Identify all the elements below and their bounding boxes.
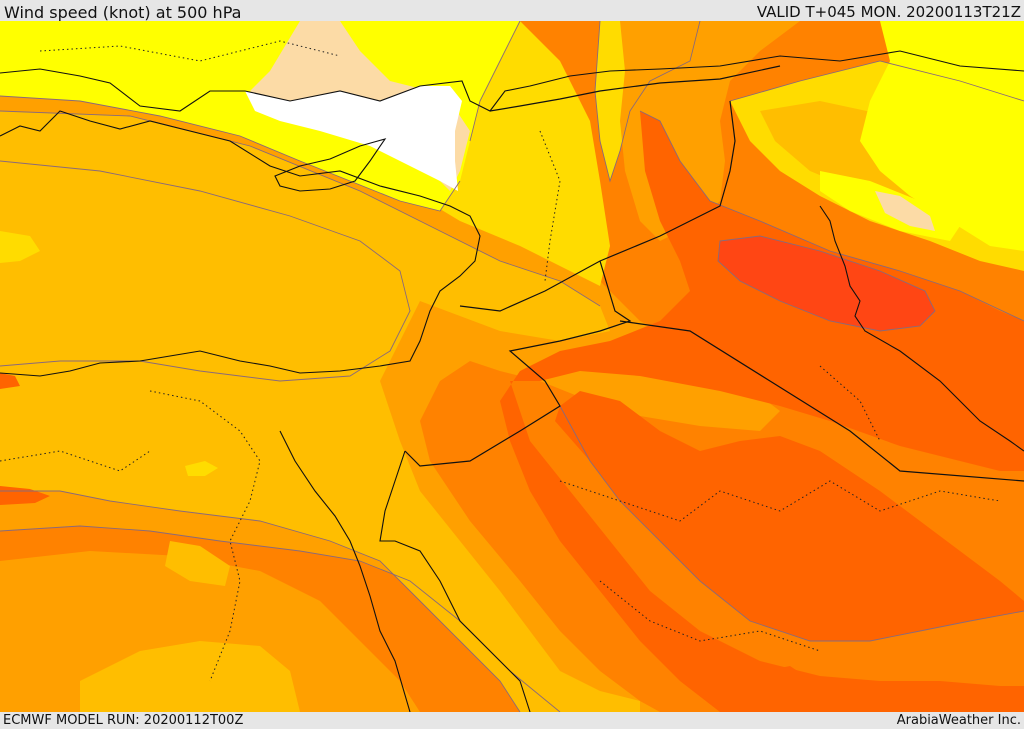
contour-line xyxy=(639,110,1024,322)
contour-line xyxy=(729,60,1024,102)
coastline xyxy=(0,110,481,377)
contour-line xyxy=(559,405,1024,642)
model-run-label: ECMWF MODEL RUN: 20200112T00Z xyxy=(3,713,244,728)
map-header: Wind speed (knot) at 500 hPa VALID T+045… xyxy=(0,0,1024,22)
admin-border xyxy=(599,580,821,652)
band-amber-egypt xyxy=(165,541,230,586)
contour-line xyxy=(0,95,461,212)
country-border xyxy=(459,100,736,312)
coastline-gulf xyxy=(819,205,1024,452)
wind-speed-map xyxy=(0,21,1024,712)
band-white-max xyxy=(245,86,462,191)
band-amber-southwest xyxy=(80,641,300,712)
band-dark-orange-east-small xyxy=(765,666,805,681)
map-title: Wind speed (knot) at 500 hPa xyxy=(4,3,242,22)
admin-border xyxy=(559,480,1001,522)
band-yellow-northeast xyxy=(860,21,1024,251)
band-red-orange-core xyxy=(718,236,935,331)
contour-line xyxy=(469,21,521,142)
contour-line xyxy=(717,235,936,332)
valid-time: VALID T+045 MON. 20200113T21Z xyxy=(756,3,1021,21)
contour-line xyxy=(0,160,411,382)
band-dark-orange-core xyxy=(500,111,1024,712)
country-border xyxy=(619,320,1024,482)
band-dark-orange-west2 xyxy=(0,373,20,389)
band-peach-east xyxy=(875,191,935,231)
map-footer: ECMWF MODEL RUN: 20200112T00Z ArabiaWeat… xyxy=(0,712,1024,729)
band-gold-west xyxy=(0,231,40,263)
credit-label: ArabiaWeather Inc. xyxy=(896,713,1021,728)
band-gold-egypt xyxy=(185,461,218,476)
coastline-red-sea-east xyxy=(379,450,531,712)
coastline xyxy=(0,50,1024,112)
admin-border xyxy=(149,390,261,682)
country-border xyxy=(404,260,632,467)
coastline-red-sea xyxy=(279,430,411,712)
coastline-cyprus xyxy=(274,138,387,192)
band-amber-mediterranean xyxy=(0,161,410,381)
band-yellow-north xyxy=(0,21,520,211)
contour-line xyxy=(0,490,521,712)
country-border xyxy=(489,65,781,112)
